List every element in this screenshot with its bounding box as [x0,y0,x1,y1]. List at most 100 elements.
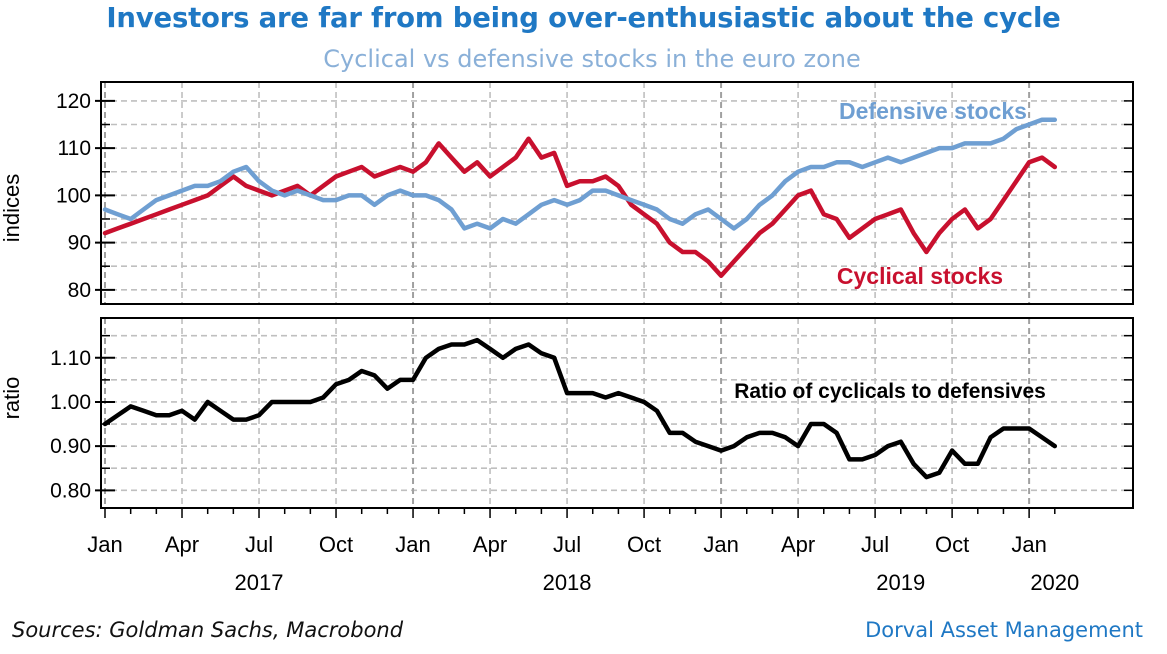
defensive-stocks-line-point [630,199,632,201]
defensive-stocks-line-point [360,194,363,197]
cyclical-stocks-line-point [1054,166,1056,168]
cyclical-stocks-line-point [964,208,966,211]
y-tick-label: 100 [56,184,91,207]
defensive-stocks-line-point [296,189,299,192]
y-tick-label: 0.80 [50,479,91,502]
ratio-line-point [694,440,697,443]
x-tick-label: Jan [1011,532,1046,557]
cyclical-stocks-line-point [425,161,427,164]
defensive-stocks-line-point [412,194,414,197]
ratio-line-point [117,414,119,417]
cyclical-stocks-line-point [450,156,453,159]
cyclical-stocks-line-point [848,237,851,239]
chart-subtitle: Cyclical vs defensive stocks in the euro… [323,45,861,73]
cyclical-stocks-line-point [951,218,953,220]
ratio-line-point [861,458,864,461]
ratio-series-label: Ratio of cyclicals to defensives [734,380,1046,403]
ratio-line-point [912,463,915,465]
defensive-stocks-line-point [258,180,260,182]
x-tick-label: Jul [861,532,889,557]
defensive-stocks-line-point [476,222,479,225]
cyclical-stocks-line-point [399,166,402,168]
ratio-line-point [386,387,389,390]
cyclical-stocks-line-point [322,185,325,187]
defensive-stocks-line-point [437,199,440,201]
defensive-stocks-line-point [194,185,196,187]
x-tick-label: Apr [781,532,815,557]
ratio-line-point [643,401,645,403]
defensive-stocks-line-point [848,161,851,164]
cyclical-stocks-line-point [540,156,543,159]
ratio-line-point [489,348,491,350]
cyclical-stocks-line-point [681,251,684,253]
defensive-stocks-line-point [874,161,876,164]
ratio-line-point [502,357,504,359]
cyclical-stocks-line-point [977,227,979,230]
cyclical-stocks-line-point [579,180,581,182]
cyclical-stocks-line-point [810,189,812,192]
defensive-stocks-line-point [1028,123,1030,126]
defensive-stocks-line-point [746,218,748,220]
cyclical-stocks-line-point [900,208,902,211]
ratio-line-point [245,418,247,421]
ratio-line-point [540,352,543,355]
ratio-line-point [514,348,517,350]
ratio-line-point [527,343,530,346]
defensive-stocks-line-point [643,204,645,206]
defensive-stocks-line-point [232,170,235,173]
ratio-line-point [425,357,427,359]
ratio-line-point [874,454,876,456]
defensive-stocks-line-point [283,194,286,197]
ratio-line-point [283,401,286,403]
cyclical-stocks-line-point [514,156,517,159]
cyclical-stocks-line-point [874,218,876,220]
ratio-line-point [668,432,671,434]
ratio-line-point [219,410,222,412]
defensive-stocks-line-point [784,180,787,182]
ratio-line-point [142,410,145,412]
x-tick-label: Apr [165,532,199,557]
defensive-stocks-line-point [514,222,517,225]
ratio-line-point [784,436,787,439]
cyclical-stocks-line-point [912,232,915,234]
defensive-stocks-line-point [989,142,992,145]
x-tick-label: Apr [473,532,507,557]
ratio-line-point [900,440,902,443]
ratio-line-point [322,396,325,399]
defensive-stocks-line-point [771,194,774,197]
cyclical-stocks-line-point [887,213,889,216]
defensive-stocks-line-point [912,156,915,159]
bottom-panel-frame [100,317,1134,509]
defensive-stocks-line-point [861,166,864,168]
ratio-line-point [938,471,941,474]
cyclical-stocks-line-point [835,218,838,220]
cyclical-stocks-line-point [771,222,774,225]
defensive-stocks-line-point [386,194,389,197]
ratio-line-point [553,357,555,359]
ratio-line-point [989,436,992,439]
ratio-line-point [733,445,735,447]
cyclical-stocks-line-point [630,204,632,206]
bottom-y-axis-label: ratio [0,377,24,420]
cyclical-stocks-line-point [591,180,594,182]
cyclical-stocks-line-point [1002,199,1005,201]
ratio-line-point [168,414,170,417]
x-tick-label: Jan [87,532,122,557]
defensive-stocks-line-point [168,194,170,197]
x-tick-label: Oct [319,532,353,557]
defensive-stocks-line-point [694,213,697,216]
y-tick-label: 0.90 [50,435,91,458]
ratio-line-point [771,432,774,434]
defensive-stocks-line-point [1054,119,1056,121]
x-tick-label: Jul [553,532,581,557]
defensive-stocks-line-point [309,194,312,197]
defensive-stocks-line-point [797,170,799,173]
cyclical-stocks-line-point [168,208,170,211]
ratio-line-point [579,392,581,394]
ratio-line-point [604,396,607,399]
defensive-stocks-line-point [502,218,504,220]
defensive-stocks-line-point [810,166,812,168]
defensive-stocks-line-point [938,147,941,149]
ratio-line-point [155,414,158,417]
